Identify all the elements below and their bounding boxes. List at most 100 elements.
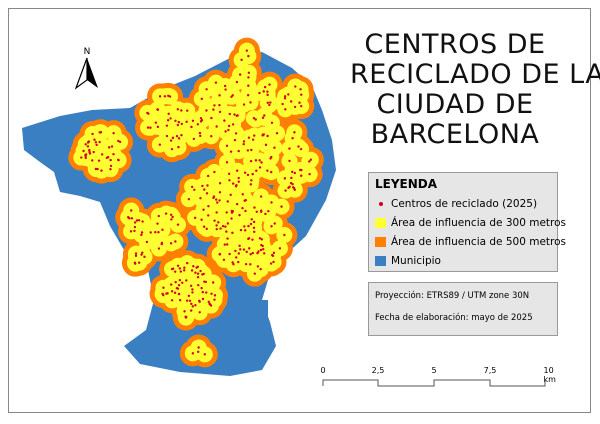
recycling-center-point bbox=[169, 117, 172, 120]
info-box: Proyección: ETRS89 / UTM zone 30N Fecha … bbox=[368, 282, 558, 336]
recycling-center-point bbox=[196, 123, 200, 126]
recycling-center-point bbox=[100, 169, 103, 172]
recycling-center-point bbox=[283, 177, 287, 180]
recycling-center-point bbox=[156, 222, 159, 225]
recycling-center-point bbox=[133, 225, 137, 229]
recycling-center-point bbox=[183, 310, 186, 313]
recycling-center-point bbox=[254, 118, 257, 121]
recycling-center-point bbox=[283, 233, 286, 237]
recycling-center-point bbox=[217, 221, 220, 224]
recycling-center-point bbox=[288, 147, 291, 150]
recycling-center-point bbox=[269, 101, 272, 104]
recycling-center-point bbox=[280, 205, 283, 208]
recycling-center-point bbox=[231, 182, 235, 185]
recycling-center-point bbox=[238, 73, 242, 76]
recycling-center-point bbox=[134, 252, 138, 255]
recycling-center-point bbox=[231, 261, 234, 264]
recycling-center-point bbox=[238, 213, 241, 217]
scale-tick-label: 0 bbox=[320, 366, 326, 375]
legend-label: Área de influencia de 500 metros bbox=[391, 235, 567, 248]
recycling-center-point bbox=[258, 91, 261, 95]
recycling-center-point bbox=[229, 193, 232, 197]
recycling-center-point bbox=[205, 109, 208, 112]
recycling-center-point bbox=[228, 112, 231, 116]
recycling-center-point bbox=[270, 121, 274, 124]
recycling-center-point bbox=[82, 149, 85, 153]
recycling-center-point bbox=[146, 126, 150, 129]
recycling-center-point bbox=[178, 267, 182, 270]
scale-tick-label: 5 bbox=[431, 366, 437, 375]
recycling-center-point bbox=[239, 228, 243, 232]
recycling-center-point bbox=[266, 101, 269, 104]
recycling-center-point bbox=[227, 128, 230, 132]
recycling-center-point bbox=[197, 283, 200, 287]
recycling-center-point bbox=[92, 150, 95, 154]
recycling-center-point bbox=[209, 304, 213, 307]
blue-swatch-icon bbox=[375, 255, 386, 266]
recycling-center-point bbox=[272, 251, 276, 255]
recycling-center-point bbox=[174, 119, 177, 122]
recycling-center-point bbox=[242, 248, 246, 251]
scale-tick-label: 7,5 bbox=[483, 366, 497, 375]
recycling-center-point bbox=[205, 192, 209, 195]
recycling-center-point bbox=[213, 219, 216, 222]
recycling-center-point bbox=[246, 94, 250, 97]
recycling-center-point bbox=[191, 352, 195, 355]
recycling-center-point bbox=[251, 138, 255, 141]
recycling-center-point bbox=[258, 166, 262, 169]
recycling-center-point bbox=[160, 242, 163, 246]
recycling-center-point bbox=[243, 171, 247, 174]
recycling-center-point bbox=[110, 145, 114, 148]
recycling-center-point bbox=[171, 267, 175, 270]
recycling-center-point bbox=[186, 261, 189, 265]
recycling-center-point bbox=[222, 258, 226, 262]
recycling-center-point bbox=[203, 280, 206, 283]
recycling-center-point bbox=[170, 147, 174, 151]
recycling-center-point bbox=[291, 137, 294, 140]
recycling-center-point bbox=[239, 248, 242, 251]
recycling-center-point bbox=[240, 58, 243, 62]
recycling-center-point bbox=[299, 174, 303, 177]
recycling-center-point bbox=[199, 196, 202, 200]
recycling-center-point bbox=[201, 290, 204, 294]
recycling-center-point bbox=[140, 253, 143, 256]
recycling-center-point bbox=[224, 88, 227, 91]
recycling-center-point bbox=[246, 173, 250, 177]
recycling-center-point bbox=[194, 271, 197, 274]
recycling-center-point bbox=[232, 263, 235, 266]
recycling-center-point bbox=[107, 146, 111, 149]
recycling-center-point bbox=[214, 81, 218, 84]
legend-item-500m: Área de influencia de 500 metros bbox=[375, 232, 566, 251]
recycling-center-point bbox=[112, 152, 115, 156]
recycling-center-point bbox=[190, 185, 194, 189]
recycling-center-point bbox=[288, 159, 291, 163]
recycling-center-point bbox=[154, 231, 157, 234]
recycling-center-point bbox=[141, 251, 144, 254]
recycling-center-point bbox=[283, 95, 287, 98]
recycling-center-point bbox=[199, 117, 203, 120]
recycling-center-point bbox=[174, 240, 177, 243]
recycling-center-point bbox=[218, 103, 221, 107]
recycling-center-point bbox=[173, 291, 177, 295]
recycling-center-point bbox=[253, 230, 256, 234]
recycling-center-point bbox=[251, 251, 254, 255]
recycling-center-point bbox=[270, 155, 273, 159]
recycling-center-point bbox=[200, 118, 204, 122]
recycling-center-point bbox=[197, 346, 200, 349]
recycling-center-point bbox=[88, 150, 91, 154]
recycling-center-point bbox=[84, 156, 87, 160]
recycling-center-point bbox=[291, 183, 294, 186]
recycling-center-point bbox=[177, 292, 181, 296]
title-line: CENTROS DE bbox=[364, 29, 546, 60]
recycling-center-point bbox=[207, 300, 210, 304]
recycling-center-point bbox=[300, 104, 303, 108]
recycling-center-point bbox=[249, 183, 253, 186]
recycling-center-point bbox=[166, 292, 169, 295]
recycling-center-point bbox=[109, 164, 113, 168]
recycling-center-point bbox=[262, 90, 265, 93]
recycling-center-point bbox=[225, 211, 228, 214]
recycling-center-point bbox=[299, 147, 303, 151]
point-symbol-icon bbox=[379, 201, 383, 206]
date-text: Fecha de elaboración: mayo de 2025 bbox=[375, 313, 533, 323]
